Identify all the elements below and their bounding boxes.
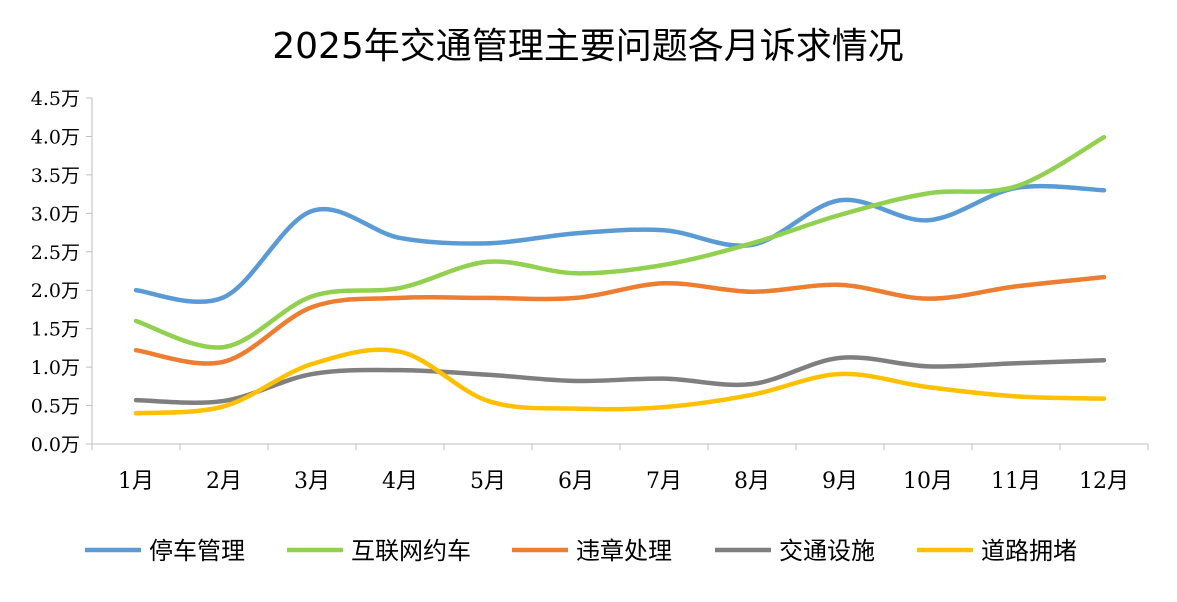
- legend-item: 停车管理: [85, 537, 245, 565]
- y-tick-label: 0.0万: [31, 434, 80, 456]
- x-tick-label: 11月: [991, 469, 1041, 494]
- legend-item: 道路拥堵: [917, 537, 1077, 565]
- y-tick-label: 1.5万: [31, 319, 80, 341]
- x-tick-label: 1月: [118, 469, 154, 494]
- legend-item: 违章处理: [512, 537, 672, 565]
- series-line: [133, 134, 1107, 350]
- series-line: [133, 274, 1107, 366]
- x-tick-label: 5月: [470, 469, 506, 494]
- legend-label: 停车管理: [149, 537, 245, 565]
- legend-item: 互联网约车: [287, 537, 471, 565]
- x-tick-label: 8月: [734, 469, 770, 494]
- legend-label: 互联网约车: [351, 537, 471, 565]
- y-tick-label: 3.0万: [31, 203, 80, 225]
- x-tick-label: 4月: [382, 469, 418, 494]
- x-tick-label: 6月: [558, 469, 594, 494]
- y-tick-label: 1.0万: [31, 357, 80, 379]
- series-line: [133, 355, 1107, 405]
- series-line: [133, 347, 1107, 416]
- y-tick-label: 4.5万: [31, 88, 80, 110]
- legend-label: 违章处理: [576, 537, 672, 565]
- x-tick-label: 10月: [903, 469, 953, 494]
- chart-title: 2025年交通管理主要问题各月诉求情况: [272, 26, 904, 67]
- legend-item: 交通设施: [715, 537, 875, 565]
- y-tick-label: 3.5万: [31, 165, 80, 187]
- y-tick-label: 0.5万: [31, 396, 80, 418]
- legend-label: 道路拥堵: [981, 537, 1077, 565]
- y-tick-label: 4.0万: [31, 126, 80, 148]
- y-tick-label: 2.0万: [31, 280, 80, 302]
- x-tick-label: 7月: [646, 469, 682, 494]
- x-tick-label: 2月: [206, 469, 242, 494]
- x-tick-label: 12月: [1079, 469, 1129, 494]
- x-tick-label: 9月: [822, 469, 858, 494]
- y-tick-label: 2.5万: [31, 242, 80, 264]
- legend-label: 交通设施: [779, 537, 875, 565]
- x-tick-label: 3月: [294, 469, 330, 494]
- series-line: [133, 183, 1107, 304]
